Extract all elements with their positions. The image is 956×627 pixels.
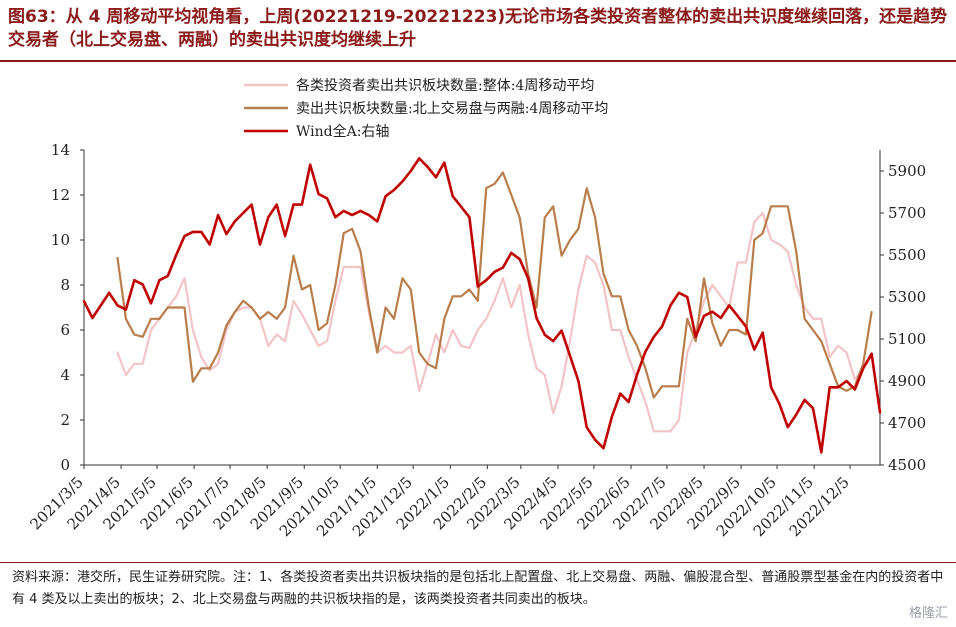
right-tick-label: 4700 — [888, 414, 926, 432]
right-tick-label: 5300 — [888, 288, 926, 306]
left-tick-label: 14 — [51, 141, 70, 159]
left-tick-label: 6 — [60, 321, 70, 339]
note-divider — [0, 562, 956, 563]
line-chart: 各类投资者卖出共识板块数量:整体:4周移动平均卖出共识板块数量:北上交易盘与两融… — [26, 78, 926, 540]
right-tick-label: 5100 — [888, 330, 926, 348]
title-divider — [0, 60, 956, 62]
legend-label-1: 各类投资者卖出共识板块数量:整体:4周移动平均 — [296, 78, 594, 94]
source-note: 资料来源：港交所，民生证券研究院。注：1、各类投资者卖出共识板块指的是包括北上配… — [12, 570, 944, 607]
series-line-1 — [116, 211, 873, 433]
right-tick-label: 5500 — [888, 246, 926, 264]
right-tick-label: 4900 — [888, 372, 926, 390]
left-tick-label: 2 — [60, 411, 70, 429]
left-tick-label: 8 — [60, 276, 70, 294]
left-tick-label: 0 — [60, 456, 70, 474]
legend-label-2: 卖出共识板块数量:北上交易盘与两融:4周移动平均 — [296, 100, 608, 117]
left-tick-label: 12 — [51, 186, 70, 204]
series-line-3 — [82, 157, 882, 454]
figure-title: 图63：从 4 周移动平均视角看，上周(20221219-20221223)无论… — [8, 7, 948, 50]
chart-lines — [82, 157, 882, 454]
left-tick-label: 10 — [51, 231, 70, 249]
left-tick-label: 4 — [60, 366, 70, 384]
right-tick-label: 5900 — [888, 162, 926, 180]
right-tick-label: 5700 — [888, 204, 926, 222]
watermark-logo: 格隆汇 — [908, 606, 948, 621]
series-line-2 — [116, 171, 873, 399]
legend-label-3: Wind全A:右轴 — [296, 123, 389, 140]
chart-axes: 0 2 4 6 8 10 12 14 4500 4700 4900 5100 5300 5500 5700 5… — [26, 141, 926, 540]
legend: 各类投资者卖出共识板块数量:整体:4周移动平均卖出共识板块数量:北上交易盘与两融… — [244, 78, 608, 140]
right-tick-label: 4500 — [888, 456, 926, 474]
